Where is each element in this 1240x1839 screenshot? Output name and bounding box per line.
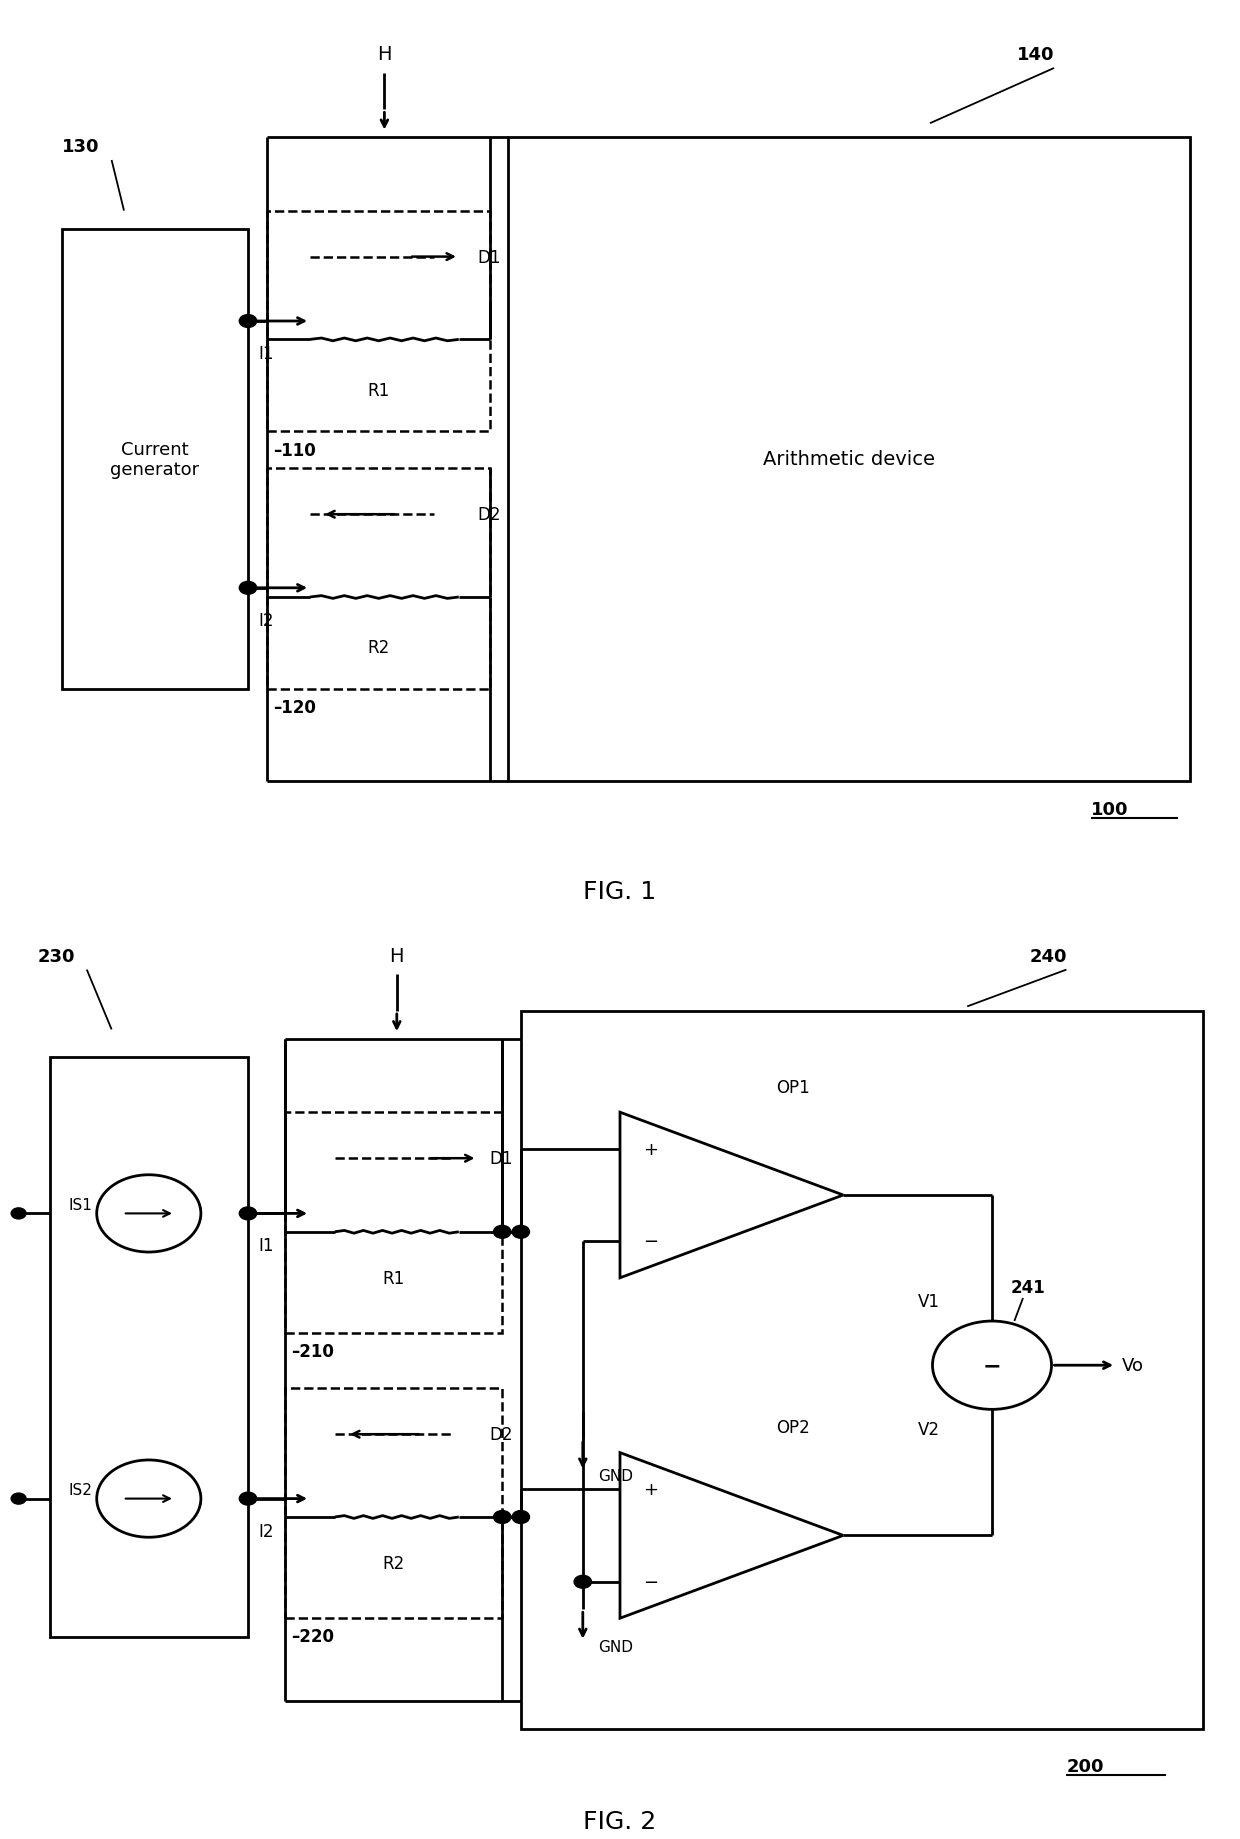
Circle shape [512,1510,529,1523]
Circle shape [11,1208,26,1219]
Text: IS1: IS1 [68,1197,93,1212]
Circle shape [494,1225,511,1239]
Text: GND: GND [598,1639,632,1653]
Text: +: + [644,1140,658,1159]
Bar [267,211,490,432]
Text: H: H [389,947,404,965]
Text: 100: 100 [1091,800,1128,818]
Bar [521,1011,1203,1729]
Text: D2: D2 [490,1425,513,1444]
Text: 200: 200 [1066,1756,1104,1775]
Bar [50,1057,248,1637]
Text: OP1: OP1 [776,1078,810,1096]
Circle shape [239,314,257,327]
Text: Arithmetic device: Arithmetic device [764,451,935,469]
Text: −: − [982,1355,1002,1376]
Text: 241: 241 [1011,1278,1045,1296]
Text: –120: –120 [273,699,316,717]
Text: GND: GND [598,1469,632,1484]
Text: 130: 130 [62,138,99,156]
Text: R2: R2 [383,1554,404,1572]
Text: D2: D2 [477,506,501,524]
Text: −: − [644,1572,658,1591]
Text: FIG. 2: FIG. 2 [583,1808,657,1833]
Text: FIG. 1: FIG. 1 [584,879,656,905]
Circle shape [239,581,257,596]
Text: R1: R1 [383,1269,404,1287]
Text: –220: –220 [291,1628,335,1646]
Text: –110: –110 [273,441,315,460]
Text: OP2: OP2 [776,1418,810,1436]
Text: +: + [644,1480,658,1499]
Circle shape [239,1491,257,1504]
Text: 140: 140 [1017,46,1054,64]
Bar [62,230,248,690]
Text: Current
generator: Current generator [110,440,200,480]
Text: I2: I2 [258,1521,273,1539]
Text: R1: R1 [367,381,389,399]
Circle shape [11,1493,26,1504]
Bar [267,469,490,690]
Text: V2: V2 [918,1420,940,1438]
Text: H: H [377,46,392,64]
Text: I1: I1 [258,1236,273,1254]
Circle shape [574,1576,591,1589]
Text: IS2: IS2 [68,1482,93,1497]
Text: R2: R2 [367,638,389,657]
Text: I2: I2 [258,611,273,629]
Text: 240: 240 [1029,947,1066,965]
Circle shape [239,1206,257,1221]
Bar [285,1113,502,1333]
Text: D1: D1 [477,248,501,267]
Text: −: − [644,1232,658,1251]
Text: D1: D1 [490,1149,513,1168]
Text: I1: I1 [258,344,273,362]
Bar [285,1388,502,1618]
Circle shape [494,1510,511,1523]
Bar [508,138,1190,782]
Circle shape [512,1225,529,1239]
Text: –210: –210 [291,1342,335,1361]
Text: V1: V1 [918,1293,940,1309]
Text: Vo: Vo [1122,1357,1145,1374]
Text: 230: 230 [37,947,74,965]
